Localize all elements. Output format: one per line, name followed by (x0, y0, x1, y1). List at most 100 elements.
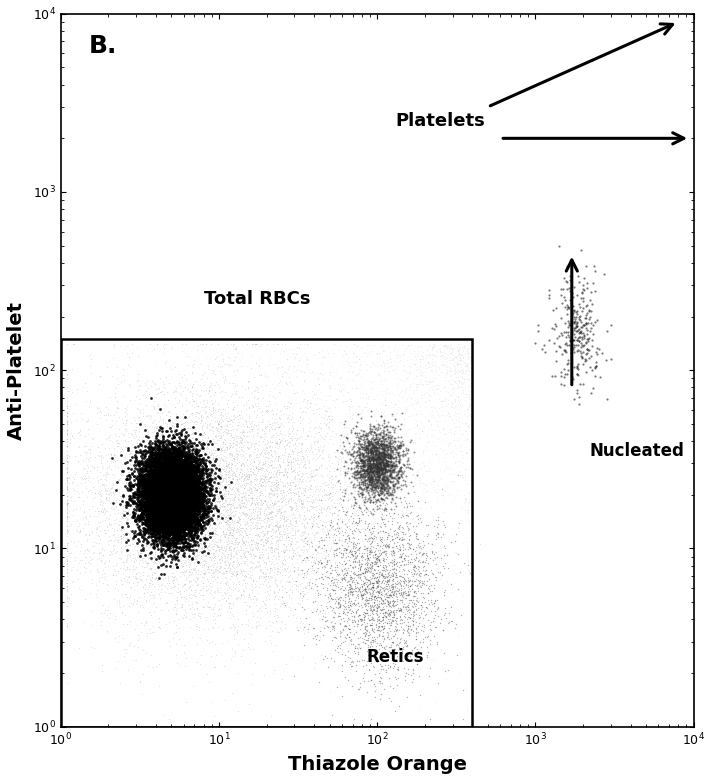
Point (145, 487, 157, 499)
Point (185, 462, 197, 475)
Point (169, 463, 181, 476)
Point (222, 426, 234, 439)
Point (255, 462, 266, 474)
Point (177, 483, 188, 495)
Point (350, 605, 362, 618)
Point (148, 478, 159, 490)
Point (241, 529, 252, 541)
Point (459, 394, 471, 406)
Point (441, 612, 452, 624)
Point (562, 358, 573, 370)
Point (290, 455, 301, 467)
Point (161, 505, 172, 517)
Point (209, 528, 221, 540)
Point (180, 515, 192, 528)
Point (187, 465, 198, 478)
Point (159, 467, 171, 480)
Point (169, 549, 180, 562)
Point (220, 565, 231, 577)
Point (62, 416, 73, 429)
Point (294, 587, 305, 599)
Point (449, 375, 460, 387)
Point (179, 484, 191, 497)
Point (150, 472, 162, 484)
Point (254, 497, 266, 510)
Point (201, 474, 212, 487)
Point (141, 458, 152, 471)
Point (392, 521, 403, 533)
Point (189, 477, 201, 490)
Point (364, 548, 375, 561)
Point (122, 426, 133, 439)
Point (147, 491, 158, 504)
Point (180, 493, 192, 505)
Point (80, 439, 92, 451)
Point (385, 640, 397, 653)
Point (166, 451, 177, 463)
Point (155, 504, 166, 516)
Point (454, 432, 465, 444)
Point (365, 583, 376, 596)
Point (377, 451, 388, 464)
Point (166, 514, 177, 526)
Point (146, 488, 157, 501)
Point (165, 490, 177, 502)
Point (378, 461, 389, 473)
Point (62, 429, 73, 441)
Point (159, 497, 170, 510)
Point (167, 479, 179, 491)
Point (147, 513, 159, 526)
Point (361, 338, 372, 351)
Point (436, 577, 448, 590)
Point (209, 616, 221, 629)
Point (383, 481, 394, 494)
Point (172, 451, 184, 463)
Point (330, 480, 341, 492)
Point (157, 474, 168, 487)
Point (427, 338, 439, 351)
Point (155, 476, 167, 489)
Point (163, 444, 174, 457)
Point (396, 604, 407, 616)
Point (292, 473, 303, 485)
Point (157, 475, 169, 487)
Point (376, 547, 387, 559)
Point (187, 423, 199, 435)
Point (166, 459, 177, 472)
Point (239, 550, 251, 562)
Point (147, 524, 159, 537)
Point (209, 613, 221, 626)
Point (151, 504, 162, 516)
Point (165, 522, 177, 534)
Point (178, 504, 189, 516)
Point (408, 524, 419, 537)
Point (169, 511, 181, 523)
Point (170, 527, 182, 540)
Point (342, 521, 353, 533)
Point (138, 522, 150, 535)
Point (164, 483, 175, 496)
Point (140, 497, 152, 510)
Point (398, 602, 409, 615)
Point (183, 487, 194, 500)
Point (167, 481, 178, 494)
Point (413, 574, 424, 587)
Point (142, 490, 154, 503)
Point (224, 572, 235, 585)
Point (172, 436, 183, 448)
Point (268, 585, 280, 597)
Point (160, 490, 172, 502)
Point (212, 458, 224, 471)
Point (172, 522, 184, 534)
Point (384, 459, 396, 472)
Point (171, 476, 182, 489)
Point (354, 447, 365, 459)
Point (395, 559, 407, 572)
Point (182, 476, 193, 488)
Point (169, 483, 181, 495)
Point (255, 469, 266, 482)
Point (62, 399, 73, 412)
Point (235, 518, 246, 530)
Point (261, 479, 272, 491)
Point (175, 469, 187, 482)
